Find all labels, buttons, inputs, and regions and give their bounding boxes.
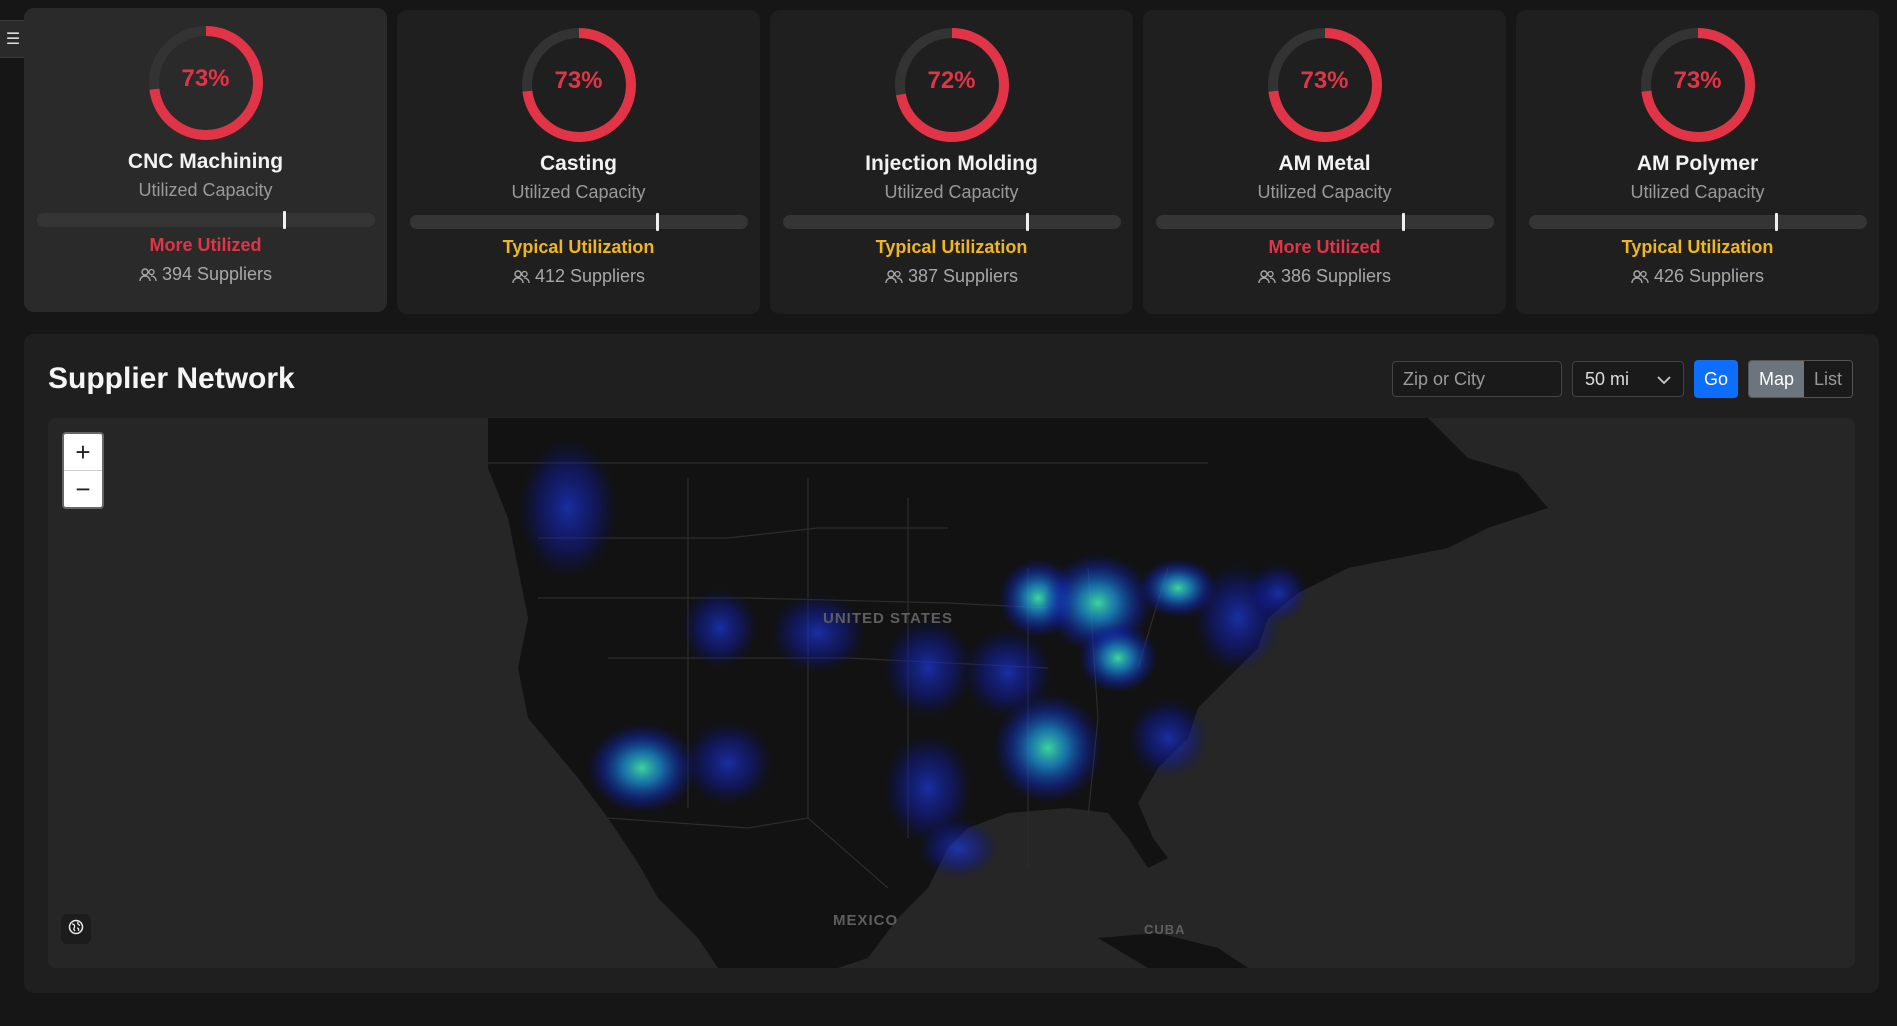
utilization-arc xyxy=(521,28,636,142)
supplier-network-panel: Supplier Network 50 mi Go Map List xyxy=(24,334,1879,993)
zoom-in-button[interactable]: + xyxy=(75,436,91,467)
supplier-count-label: 394 Suppliers xyxy=(161,264,273,284)
utilization-marker xyxy=(656,213,660,231)
capacity-subtitle: Utilized Capacity xyxy=(1630,182,1765,202)
supplier-count: 412 Suppliers xyxy=(512,266,645,287)
radius-select[interactable]: 50 mi xyxy=(1571,361,1684,397)
map-controls: 50 mi Go Map List xyxy=(1391,360,1853,398)
view-toggle: Map List xyxy=(1747,360,1853,398)
capacity-cards: 73% CNC Machining Utilized Capacity More… xyxy=(24,8,1879,314)
utilization-arc xyxy=(894,28,1009,142)
utilization-arc xyxy=(1267,28,1382,142)
utilization-donut: 73% xyxy=(1266,26,1384,144)
utilization-percent: 73% xyxy=(1300,67,1349,94)
list-view-button[interactable]: List xyxy=(1803,361,1852,397)
utilization-status: More Utilized xyxy=(149,235,262,255)
users-icon xyxy=(885,269,903,284)
users-icon xyxy=(512,269,530,284)
chevron-down-icon xyxy=(1657,369,1671,390)
utilization-percent: 73% xyxy=(554,67,603,94)
utilization-arc xyxy=(148,26,263,140)
process-name: Injection Molding xyxy=(865,152,1038,175)
users-icon xyxy=(1258,269,1276,284)
capacity-subtitle: Utilized Capacity xyxy=(511,182,646,202)
map-canvas xyxy=(488,418,1548,968)
zoom-out-button[interactable]: − xyxy=(64,470,102,507)
supplier-count: 426 Suppliers xyxy=(1631,266,1764,287)
zoom-controls: + − xyxy=(62,432,104,509)
map-view-button[interactable]: Map xyxy=(1748,361,1804,397)
utilization-meter xyxy=(409,213,748,231)
supplier-count: 387 Suppliers xyxy=(885,266,1018,287)
utilization-status: Typical Utilization xyxy=(502,237,655,257)
menu-toggle-button[interactable]: ☰ xyxy=(0,20,27,58)
capacity-subtitle: Utilized Capacity xyxy=(1257,182,1392,202)
capacity-card-casting[interactable]: 73% Casting Utilized Capacity Typical Ut… xyxy=(397,10,760,314)
map-label-usa: UNITED STATES xyxy=(823,610,953,627)
utilization-status: Typical Utilization xyxy=(1621,237,1774,257)
utilization-marker xyxy=(1402,213,1406,231)
process-name: CNC Machining xyxy=(127,150,284,173)
utilization-arc xyxy=(1640,28,1755,142)
supplier-count-label: 426 Suppliers xyxy=(1653,266,1765,286)
supplier-count-label: 386 Suppliers xyxy=(1280,266,1392,286)
utilization-donut: 73% xyxy=(520,26,638,144)
utilization-percent: 73% xyxy=(1673,67,1722,94)
zip-city-input[interactable] xyxy=(1391,361,1562,397)
capacity-card-injection-molding[interactable]: 72% Injection Molding Utilized Capacity … xyxy=(770,10,1133,314)
utilization-percent: 73% xyxy=(181,65,230,92)
supplier-count: 386 Suppliers xyxy=(1258,266,1391,287)
utilization-donut: 73% xyxy=(1639,26,1757,144)
supplier-count: 394 Suppliers xyxy=(139,264,272,285)
supplier-map[interactable]: UNITED STATES MEXICO CUBA + − xyxy=(48,418,1855,968)
utilization-meter xyxy=(1528,213,1867,231)
supplier-heatmap xyxy=(518,438,1308,878)
radius-value: 50 mi xyxy=(1584,368,1629,389)
capacity-subtitle: Utilized Capacity xyxy=(884,182,1019,202)
map-label-cuba: CUBA xyxy=(1144,922,1186,937)
process-name: Casting xyxy=(539,152,617,175)
capacity-subtitle: Utilized Capacity xyxy=(138,180,273,200)
supplier-count-label: 387 Suppliers xyxy=(907,266,1019,286)
utilization-meter xyxy=(1155,213,1494,231)
go-button[interactable]: Go xyxy=(1693,360,1738,398)
process-name: AM Polymer xyxy=(1636,152,1759,175)
utilization-status: Typical Utilization xyxy=(875,237,1028,257)
hamburger-icon: ☰ xyxy=(5,31,21,48)
globe-button[interactable] xyxy=(61,914,91,944)
utilization-marker xyxy=(1025,213,1029,231)
utilization-marker xyxy=(1775,213,1779,231)
users-icon xyxy=(1631,269,1649,284)
capacity-card-am-polymer[interactable]: 73% AM Polymer Utilized Capacity Typical… xyxy=(1516,10,1879,314)
supplier-count-label: 412 Suppliers xyxy=(534,266,646,286)
utilization-percent: 72% xyxy=(927,67,976,94)
globe-icon xyxy=(68,919,84,940)
process-name: AM Metal xyxy=(1278,152,1371,175)
utilization-meter xyxy=(36,211,375,229)
cuba-landmass xyxy=(1098,933,1248,968)
capacity-card-cnc-machining[interactable]: 73% CNC Machining Utilized Capacity More… xyxy=(24,8,387,312)
utilization-meter xyxy=(782,213,1121,231)
utilization-donut: 72% xyxy=(893,26,1011,144)
utilization-marker xyxy=(283,211,287,229)
utilization-status: More Utilized xyxy=(1268,237,1381,257)
section-title: Supplier Network xyxy=(48,362,295,395)
map-label-mexico: MEXICO xyxy=(833,912,899,929)
users-icon xyxy=(139,267,157,282)
utilization-donut: 73% xyxy=(147,24,265,142)
capacity-card-am-metal[interactable]: 73% AM Metal Utilized Capacity More Util… xyxy=(1143,10,1506,314)
